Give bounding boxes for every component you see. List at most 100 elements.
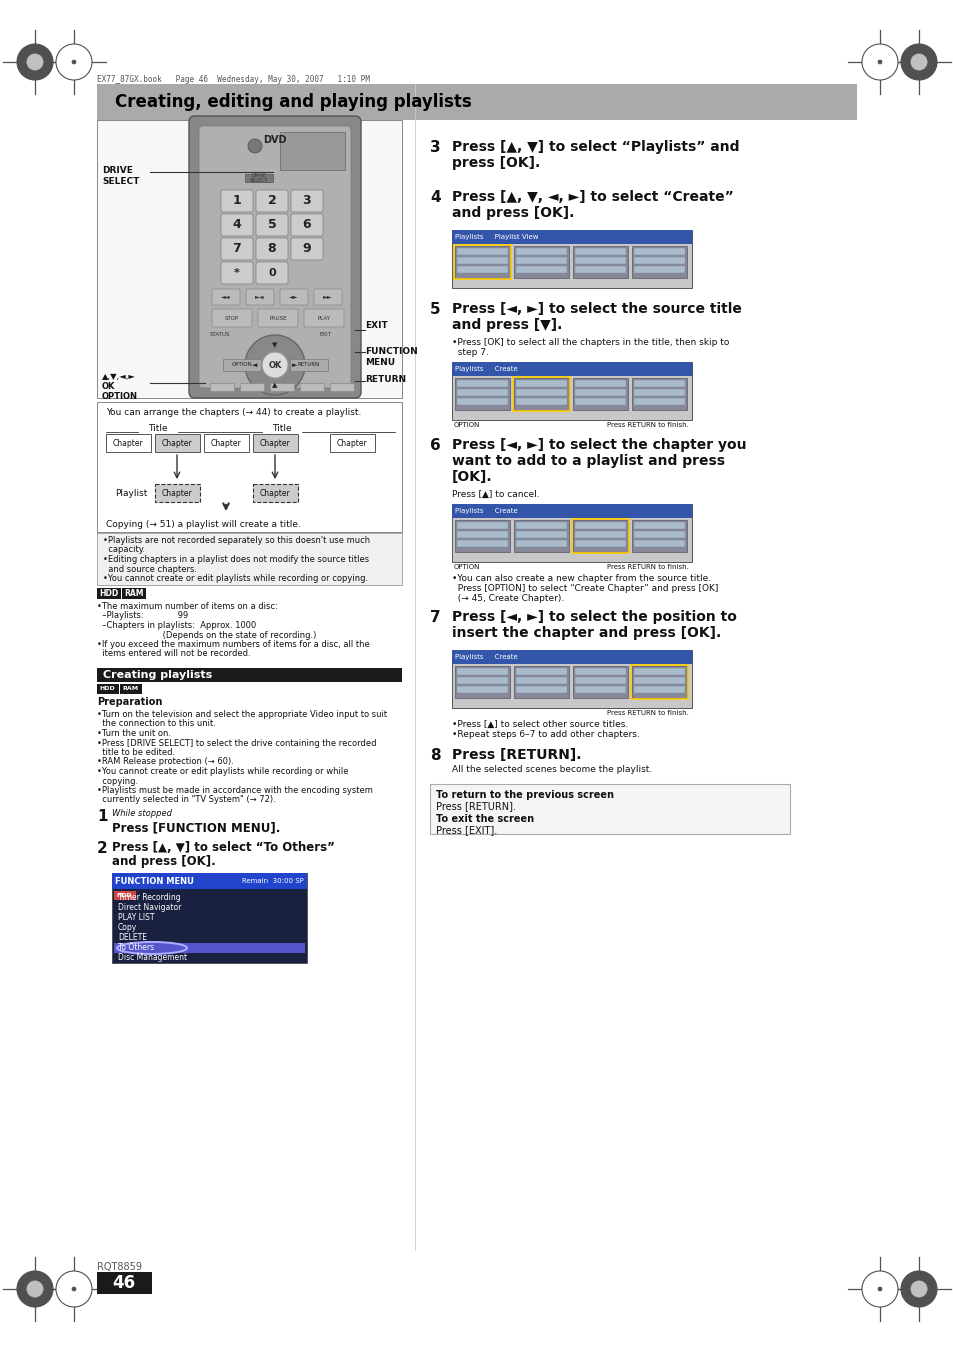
Bar <box>97 120 401 399</box>
Bar <box>516 389 566 396</box>
Bar <box>634 677 684 684</box>
Text: Press [RETURN].: Press [RETURN]. <box>452 748 581 762</box>
Text: and press [▼].: and press [▼]. <box>452 317 561 332</box>
FancyBboxPatch shape <box>291 213 323 236</box>
Text: Timer Recording: Timer Recording <box>118 893 180 902</box>
Text: RETURN: RETURN <box>297 362 320 367</box>
Text: 7: 7 <box>430 611 440 626</box>
Text: •Press [DRIVE SELECT] to select the drive containing the recorded: •Press [DRIVE SELECT] to select the driv… <box>97 739 376 747</box>
Text: MENU: MENU <box>365 358 395 367</box>
Text: Creating playlists: Creating playlists <box>103 670 212 680</box>
Bar <box>154 434 200 453</box>
Text: •Turn the unit on.: •Turn the unit on. <box>97 730 171 738</box>
Bar <box>516 686 566 693</box>
FancyBboxPatch shape <box>189 116 360 399</box>
Bar <box>452 230 691 288</box>
Text: RETURN: RETURN <box>365 376 406 384</box>
Bar <box>112 873 307 963</box>
Text: Direct Navigator: Direct Navigator <box>118 904 181 912</box>
Bar <box>514 520 568 553</box>
Text: Chapter: Chapter <box>259 439 290 447</box>
Bar <box>452 504 691 562</box>
Text: Press [◄, ►] to select the chapter you: Press [◄, ►] to select the chapter you <box>452 438 745 453</box>
Text: To Others: To Others <box>118 943 154 952</box>
Bar <box>514 378 568 409</box>
Bar <box>113 943 305 952</box>
Text: HDD: HDD <box>99 686 114 692</box>
Bar <box>631 666 686 698</box>
Bar <box>112 873 307 889</box>
Text: step 7.: step 7. <box>452 349 488 357</box>
Text: (→ 45, Create Chapter).: (→ 45, Create Chapter). <box>452 594 563 603</box>
Bar <box>634 389 684 396</box>
Bar <box>456 540 507 547</box>
Bar <box>575 677 625 684</box>
FancyBboxPatch shape <box>221 213 253 236</box>
Text: ►►: ►► <box>323 295 333 300</box>
Text: •Playlists must be made in accordance with the encoding system: •Playlists must be made in accordance wi… <box>97 786 373 794</box>
Text: OK: OK <box>102 382 115 390</box>
Bar <box>280 132 345 170</box>
Bar <box>516 249 566 255</box>
Text: While stopped: While stopped <box>112 809 172 817</box>
Circle shape <box>245 335 305 394</box>
Text: Press [▲, ▼, ◄, ►] to select “Create”: Press [▲, ▼, ◄, ►] to select “Create” <box>452 190 733 204</box>
Bar <box>240 382 264 390</box>
Text: •The maximum number of items on a disc:: •The maximum number of items on a disc: <box>97 603 277 611</box>
Text: Chapter: Chapter <box>211 439 241 447</box>
Text: ►◄: ►◄ <box>255 295 265 300</box>
Bar <box>330 382 354 390</box>
Text: ◄◄: ◄◄ <box>221 295 231 300</box>
Bar <box>97 84 856 120</box>
Bar <box>330 434 375 453</box>
Bar <box>456 257 507 263</box>
Text: Press [◄, ►] to select the position to: Press [◄, ►] to select the position to <box>452 611 736 624</box>
Bar <box>253 434 297 453</box>
Bar <box>223 359 261 372</box>
Bar <box>456 531 507 538</box>
Bar <box>514 246 568 278</box>
Text: Preparation: Preparation <box>97 697 162 707</box>
Bar <box>456 266 507 273</box>
Bar <box>455 246 510 278</box>
Text: OK: OK <box>268 361 281 370</box>
Bar <box>454 245 511 280</box>
Bar <box>514 666 568 698</box>
FancyBboxPatch shape <box>221 262 253 284</box>
Circle shape <box>248 139 262 153</box>
Text: 3: 3 <box>430 141 440 155</box>
FancyBboxPatch shape <box>291 238 323 259</box>
Bar <box>575 266 625 273</box>
FancyBboxPatch shape <box>314 289 341 305</box>
Bar <box>575 521 625 530</box>
Bar <box>253 484 297 503</box>
Bar <box>634 686 684 693</box>
Text: (Depends on the state of recording.): (Depends on the state of recording.) <box>97 631 316 639</box>
Circle shape <box>910 1281 926 1297</box>
Bar <box>452 650 691 663</box>
Circle shape <box>262 353 288 378</box>
Text: Press RETURN to finish.: Press RETURN to finish. <box>606 422 688 428</box>
Bar <box>456 389 507 396</box>
Text: STOP: STOP <box>225 316 239 320</box>
Text: press [OK].: press [OK]. <box>452 155 539 170</box>
Text: Title: Title <box>272 424 292 434</box>
Bar <box>456 399 507 405</box>
Text: ▼: ▼ <box>272 342 277 349</box>
Text: 8: 8 <box>430 748 440 763</box>
Bar <box>572 519 628 553</box>
Bar <box>97 684 119 694</box>
Text: Press [▲] to cancel.: Press [▲] to cancel. <box>452 490 539 499</box>
Text: •Press [▲] to select other source titles.: •Press [▲] to select other source titles… <box>452 720 628 730</box>
Text: •RAM Release protection (→ 60).: •RAM Release protection (→ 60). <box>97 758 233 766</box>
FancyBboxPatch shape <box>212 289 240 305</box>
Bar <box>456 521 507 530</box>
Text: •Playlists are not recorded separately so this doesn't use much: •Playlists are not recorded separately s… <box>103 536 370 544</box>
Text: 46: 46 <box>112 1274 135 1292</box>
Circle shape <box>56 1271 91 1306</box>
Text: *: * <box>233 267 240 278</box>
Text: •Editing chapters in a playlist does not modify the source titles: •Editing chapters in a playlist does not… <box>103 555 369 563</box>
Text: •You can also create a new chapter from the source title.: •You can also create a new chapter from … <box>452 574 710 584</box>
Circle shape <box>877 1288 882 1292</box>
Bar <box>455 520 510 553</box>
